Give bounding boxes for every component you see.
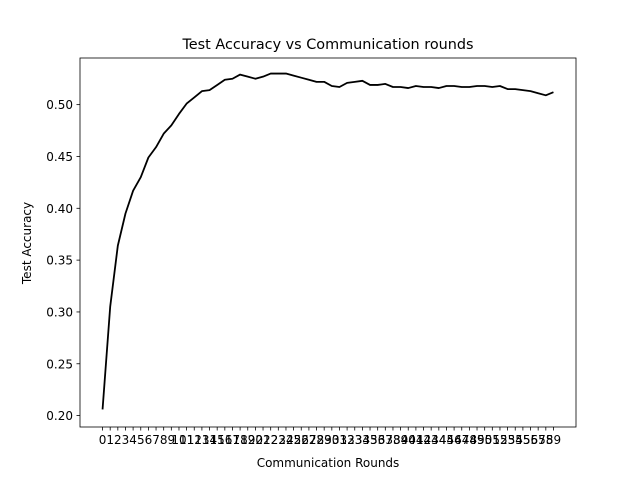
x-tick-label: 23: [271, 433, 286, 447]
x-tick-label: 29: [317, 433, 332, 447]
x-tick-label: 36: [370, 433, 385, 447]
x-tick-label: 16: [217, 433, 232, 447]
x-tick-label: 11: [179, 433, 194, 447]
x-tick-label: 46: [446, 433, 461, 447]
x-tick-label: 44: [431, 433, 446, 447]
x-tick-label: 41: [408, 433, 423, 447]
x-tick-label: 39: [393, 433, 408, 447]
x-tick-label: 43: [424, 433, 439, 447]
series-line: [101, 72, 554, 410]
x-tick-label: 35: [362, 433, 377, 447]
x-tick-label: 26: [294, 433, 309, 447]
x-tick-label: 50: [477, 433, 492, 447]
x-tick-label: 28: [309, 433, 324, 447]
x-tick-label: 19: [240, 433, 255, 447]
x-tick-label: 52: [492, 433, 507, 447]
y-tick-label: 0.20: [46, 409, 73, 423]
y-tick-label: 0.35: [46, 254, 73, 268]
x-tick-label: 31: [332, 433, 347, 447]
x-tick-label: 3: [122, 433, 130, 447]
x-tick-label: 32: [339, 433, 354, 447]
x-axis-ticks: 0 1 2 3 4 5 6 7 8 9101112131415161718192021222324…: [99, 427, 561, 447]
x-tick-label: 12: [187, 433, 202, 447]
x-tick-label: 33: [347, 433, 362, 447]
x-tick-label: 55: [515, 433, 530, 447]
x-tick-label: 0: [99, 433, 107, 447]
x-tick-label: 34: [355, 433, 370, 447]
x-tick-label: 24: [278, 433, 293, 447]
x-tick-label: 15: [210, 433, 225, 447]
y-tick-label: 0.25: [46, 357, 73, 371]
x-tick-label: 5: [137, 433, 145, 447]
x-tick-label: 8: [160, 433, 168, 447]
x-tick-label: 37: [378, 433, 393, 447]
x-tick-label: 4: [129, 433, 137, 447]
x-tick-label: 30: [324, 433, 339, 447]
x-tick-label: 13: [194, 433, 209, 447]
plot-frame: [79, 57, 577, 428]
x-tick-label: 58: [538, 433, 553, 447]
chart-title: Test Accuracy vs Communication rounds: [181, 37, 473, 53]
x-tick-label: 22: [263, 433, 278, 447]
x-tick-label: 42: [416, 433, 431, 447]
x-tick-label: 45: [439, 433, 454, 447]
y-tick-label: 0.30: [46, 305, 73, 319]
y-axis-label: Test Accuracy: [20, 202, 34, 285]
x-tick-label: 25: [286, 433, 301, 447]
y-axis-ticks: 0.20 0.25 0.30 0.35 0.40 0.45 0.50: [46, 98, 80, 423]
x-tick-label: 7: [152, 433, 160, 447]
x-tick-label: 9: [168, 433, 176, 447]
x-tick-label: 59: [546, 433, 561, 447]
x-tick-label: 27: [301, 433, 316, 447]
x-tick-label: 53: [500, 433, 515, 447]
y-tick-label: 0.45: [46, 150, 73, 164]
y-tick-label: 0.50: [46, 98, 73, 112]
x-tick-label: 48: [462, 433, 477, 447]
x-tick-label: 10: [171, 433, 186, 447]
x-tick-label: 40: [401, 433, 416, 447]
x-tick-label: 57: [531, 433, 546, 447]
x-tick-label: 14: [202, 433, 217, 447]
x-tick-label: 1: [106, 433, 114, 447]
x-tick-label: 17: [225, 433, 240, 447]
x-tick-label: 18: [232, 433, 247, 447]
x-tick-label: 20: [248, 433, 263, 447]
y-tick-label: 0.40: [46, 202, 73, 216]
x-tick-label: 2: [114, 433, 122, 447]
x-axis-label: Communication Rounds: [257, 456, 400, 470]
x-tick-label: 51: [485, 433, 500, 447]
x-tick-label: 49: [469, 433, 484, 447]
x-tick-label: 54: [508, 433, 523, 447]
x-tick-label: 38: [385, 433, 400, 447]
x-tick-label: 56: [523, 433, 538, 447]
series-layer: [101, 72, 554, 410]
x-tick-label: 21: [255, 433, 270, 447]
x-tick-label: 6: [145, 433, 153, 447]
x-tick-label: 47: [454, 433, 469, 447]
